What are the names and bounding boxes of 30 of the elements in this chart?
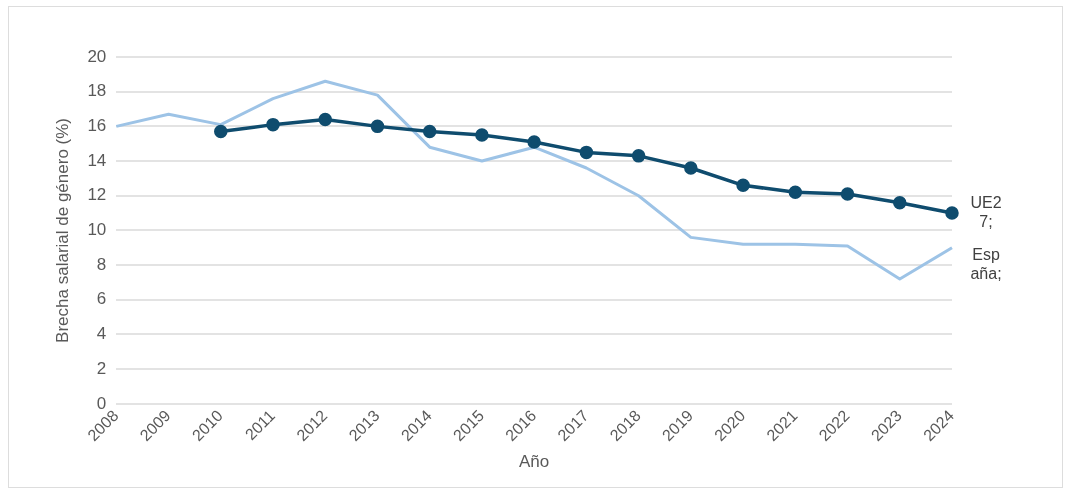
point [527,135,541,149]
point [631,149,646,163]
y-tick-label: 16 [87,116,107,136]
y-tick-label: 6 [96,289,107,309]
point [266,117,280,132]
point [684,161,698,175]
y-tick-label: 18 [87,81,107,101]
point [840,187,855,201]
point [945,206,959,220]
y-tick-label: 0 [96,393,107,413]
series-label: España; [970,246,1002,283]
point [318,112,332,127]
point [370,119,385,134]
series-label: UE27; [970,193,1002,230]
point [579,145,594,160]
y-tick-label: 20 [87,46,107,66]
y-tick-label: 2 [96,358,107,378]
y-tick-label: 14 [87,150,107,170]
y-tick-label: 10 [87,220,107,240]
point [475,128,489,142]
point [214,124,228,139]
y-tick-label: 12 [87,185,107,205]
y-axis-title: Brecha salarial de género (%) [52,117,72,343]
x-axis-title: Año [519,452,550,472]
point [893,195,907,210]
y-tick-label: 8 [96,254,107,274]
point [788,185,803,200]
y-tick-label: 4 [96,324,107,344]
point [422,124,437,139]
point [736,178,750,193]
